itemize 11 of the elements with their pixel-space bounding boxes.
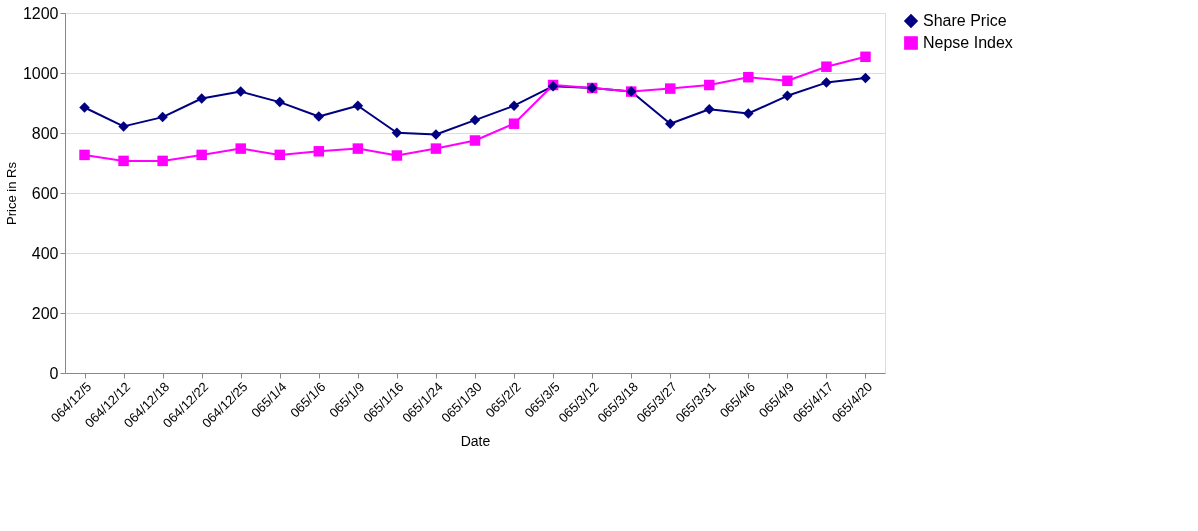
y-axis-title: Price in Rs xyxy=(3,161,19,225)
y-tick-label: 1000 xyxy=(22,64,59,82)
y-tick-label: 0 xyxy=(49,364,59,382)
y-tick-label: 1200 xyxy=(22,4,59,22)
y-tick-label: 600 xyxy=(31,184,59,202)
y-tick-label: 800 xyxy=(31,124,59,142)
legend-label: Share Price xyxy=(923,12,1007,29)
legend-label: Nepse Index xyxy=(923,34,1013,51)
x-axis-title: Date xyxy=(460,432,491,449)
y-tick-label: 400 xyxy=(31,244,59,262)
y-tick-label: 200 xyxy=(31,304,59,322)
